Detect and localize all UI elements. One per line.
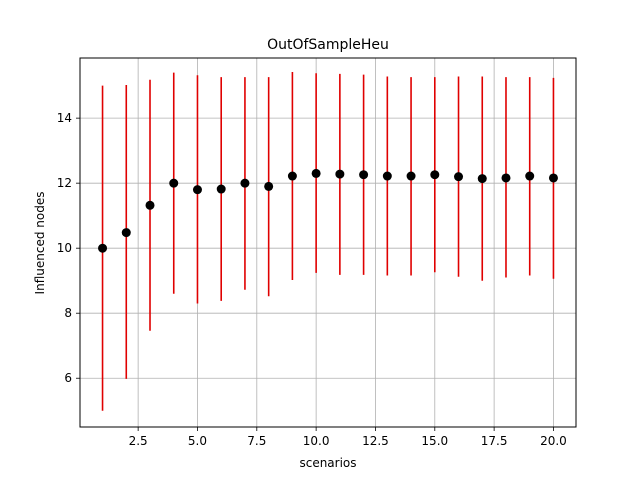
y-tick-label: 14 — [57, 111, 72, 125]
data-point — [430, 170, 440, 180]
plot-frame — [79, 57, 577, 428]
data-point — [359, 170, 369, 180]
data-point — [121, 228, 131, 238]
data-point — [525, 171, 535, 181]
data-point — [477, 174, 487, 184]
x-tick-label: 12.5 — [362, 434, 389, 448]
y-tick-label: 6 — [64, 371, 72, 385]
x-tick-label: 2.5 — [129, 434, 148, 448]
data-point — [287, 171, 297, 181]
x-axis-ticks: 2.5 5.0 7.5 10.0 12.5 15.0 17.5 20.0 — [129, 427, 567, 448]
y-tick-label: 8 — [64, 306, 72, 320]
data-point — [311, 168, 321, 178]
y-axis-ticks: 6 8 10 12 14 — [57, 111, 80, 385]
data-point — [192, 185, 202, 195]
y-tick-label: 12 — [57, 176, 72, 190]
data-point — [501, 173, 511, 183]
x-tick-label: 5.0 — [188, 434, 207, 448]
data-point — [169, 178, 179, 188]
data-point — [145, 200, 155, 210]
y-axis-label: Influenced nodes — [33, 192, 47, 295]
x-axis-label: scenarios — [299, 456, 356, 470]
data-point — [454, 172, 464, 182]
data-point — [382, 171, 392, 181]
x-tick-label: 17.5 — [481, 434, 508, 448]
data-point — [98, 243, 108, 253]
x-tick-label: 15.0 — [421, 434, 448, 448]
data-point — [216, 184, 226, 194]
x-tick-label: 20.0 — [540, 434, 567, 448]
data-point — [406, 171, 416, 181]
chart-title: OutOfSampleHeu — [267, 37, 389, 53]
data-point — [335, 169, 345, 179]
data-point — [264, 181, 274, 191]
data-point — [240, 178, 250, 188]
data-points — [98, 168, 558, 253]
x-tick-label: 7.5 — [247, 434, 266, 448]
y-tick-label: 10 — [57, 241, 72, 255]
data-point — [548, 173, 558, 183]
x-tick-label: 10.0 — [303, 434, 330, 448]
